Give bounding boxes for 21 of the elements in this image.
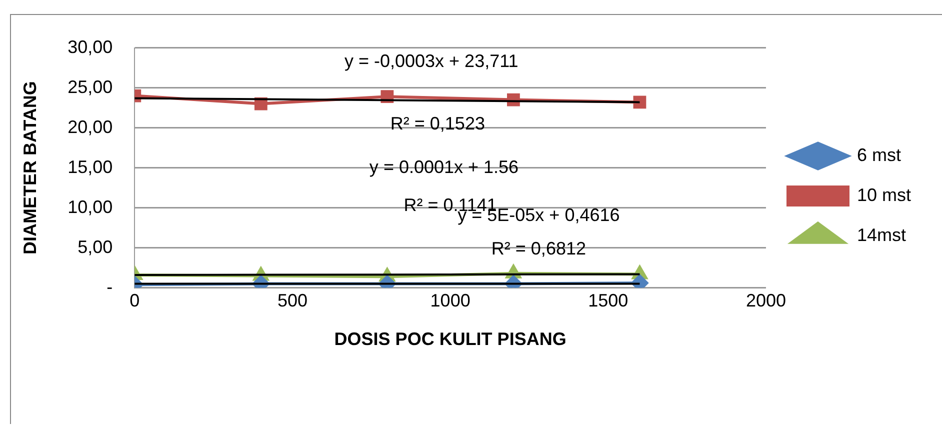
x-tick-label: 2000 [746,290,786,311]
y-axis-title: DIAMETER BATANG [20,81,40,254]
annotation: R² = 0,6812 [491,238,586,258]
y-tick-label: 15,00 [68,156,113,177]
legend-label: 14mst [856,224,906,245]
annotation: y = 0.0001x + 1.56 [369,156,519,177]
y-tick-label: - [106,276,113,297]
annotation: R² = 0,1523 [390,114,485,134]
legend-label: 6 mst [856,144,901,165]
x-axis-title: DOSIS POC KULIT PISANG [334,329,566,350]
x-tick-label: 1000 [430,290,470,311]
annotation: y = -0,0003x + 23,711 [344,51,518,72]
y-tick-label: 25,00 [68,76,113,97]
x-tick-label: 500 [277,290,308,311]
x-tick-label: 1500 [588,290,628,311]
legend-label: 10 mst [856,184,912,205]
y-tick-label: 5,00 [78,236,113,257]
x-tick-label: 0 [130,290,140,311]
y-tick-label: 10,00 [68,196,113,217]
y-tick-label: 30,00 [68,36,113,57]
y-tick-label: 20,00 [68,116,113,137]
